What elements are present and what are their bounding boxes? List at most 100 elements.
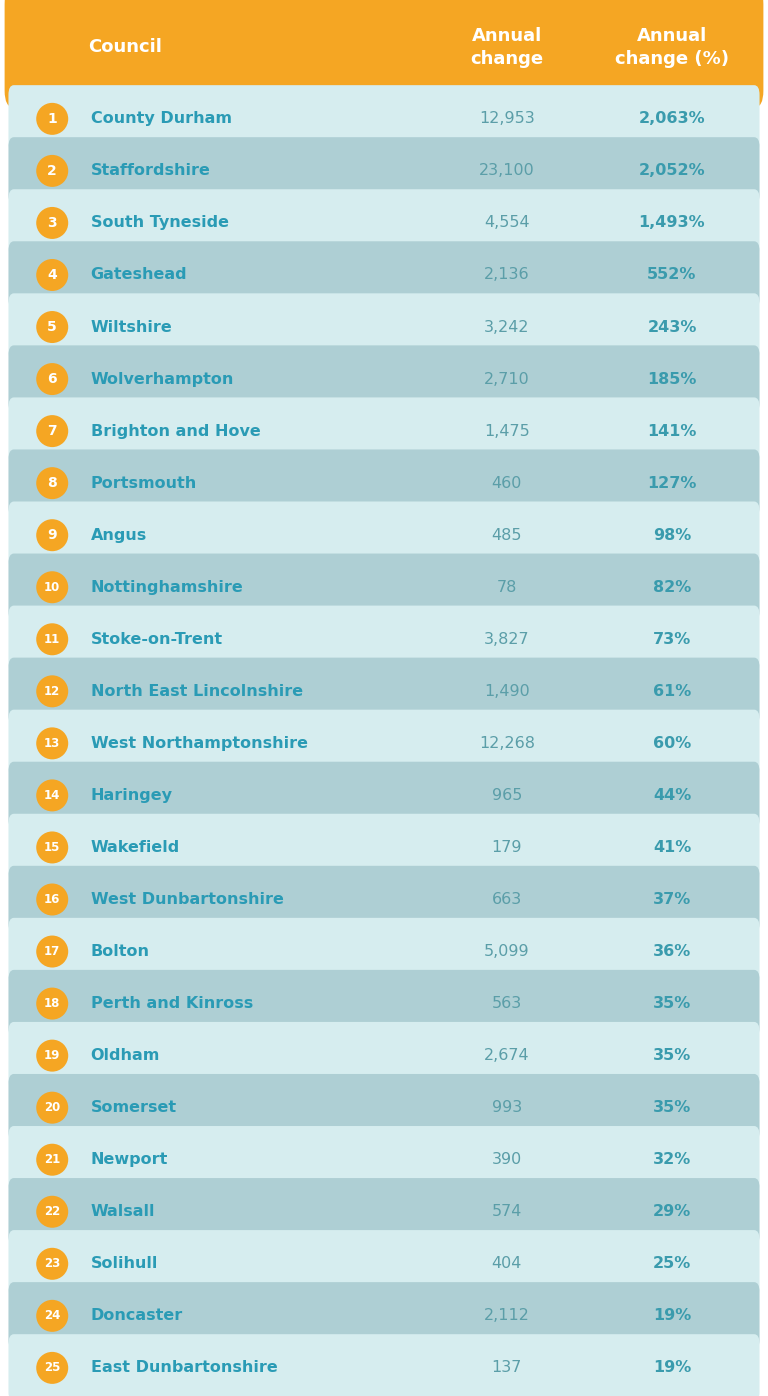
Ellipse shape bbox=[36, 884, 68, 916]
Text: 24: 24 bbox=[44, 1309, 61, 1322]
Text: 3: 3 bbox=[48, 216, 57, 230]
Text: 663: 663 bbox=[492, 892, 522, 907]
Text: 35%: 35% bbox=[653, 1100, 691, 1115]
Ellipse shape bbox=[36, 1196, 68, 1227]
Text: 5: 5 bbox=[48, 320, 57, 334]
Text: 35%: 35% bbox=[653, 1048, 691, 1064]
Text: Bolton: Bolton bbox=[91, 944, 150, 959]
FancyBboxPatch shape bbox=[8, 242, 760, 309]
Text: Stoke-on-Trent: Stoke-on-Trent bbox=[91, 632, 223, 646]
Text: 37%: 37% bbox=[653, 892, 691, 907]
FancyBboxPatch shape bbox=[8, 137, 760, 205]
Text: Perth and Kinross: Perth and Kinross bbox=[91, 997, 253, 1011]
Text: 12,953: 12,953 bbox=[479, 112, 535, 127]
Text: 552%: 552% bbox=[647, 268, 697, 282]
Text: Council: Council bbox=[88, 39, 162, 56]
FancyBboxPatch shape bbox=[8, 190, 760, 257]
Ellipse shape bbox=[36, 832, 68, 864]
Text: 7: 7 bbox=[48, 424, 57, 438]
Text: Annual
change (%): Annual change (%) bbox=[615, 28, 729, 67]
Text: 179: 179 bbox=[492, 840, 522, 854]
Text: Wolverhampton: Wolverhampton bbox=[91, 371, 234, 387]
Text: 61%: 61% bbox=[653, 684, 691, 699]
Text: Annual
change: Annual change bbox=[470, 28, 544, 67]
Text: 4: 4 bbox=[48, 268, 57, 282]
FancyBboxPatch shape bbox=[8, 970, 760, 1037]
Text: 78: 78 bbox=[497, 579, 517, 595]
Ellipse shape bbox=[36, 260, 68, 290]
Text: 1,475: 1,475 bbox=[484, 423, 530, 438]
Text: 2: 2 bbox=[48, 163, 57, 177]
Text: Walsall: Walsall bbox=[91, 1205, 155, 1219]
Text: Wakefield: Wakefield bbox=[91, 840, 180, 854]
FancyBboxPatch shape bbox=[8, 709, 760, 778]
Text: 15: 15 bbox=[44, 840, 61, 854]
Text: Portsmouth: Portsmouth bbox=[91, 476, 197, 490]
Ellipse shape bbox=[36, 571, 68, 603]
Text: 8: 8 bbox=[48, 476, 57, 490]
Text: 404: 404 bbox=[492, 1256, 522, 1272]
Ellipse shape bbox=[36, 1351, 68, 1383]
Ellipse shape bbox=[36, 1248, 68, 1280]
FancyBboxPatch shape bbox=[8, 345, 760, 413]
Text: 12: 12 bbox=[44, 685, 61, 698]
FancyBboxPatch shape bbox=[5, 0, 763, 107]
Text: 35%: 35% bbox=[653, 997, 691, 1011]
Text: South Tyneside: South Tyneside bbox=[91, 215, 229, 230]
Text: 5,099: 5,099 bbox=[484, 944, 530, 959]
Text: 60%: 60% bbox=[653, 736, 691, 751]
Text: 1,493%: 1,493% bbox=[639, 215, 705, 230]
Text: Angus: Angus bbox=[91, 528, 147, 543]
Ellipse shape bbox=[36, 1143, 68, 1175]
Text: East Dunbartonshire: East Dunbartonshire bbox=[91, 1360, 277, 1375]
FancyBboxPatch shape bbox=[8, 658, 760, 725]
FancyBboxPatch shape bbox=[8, 293, 760, 360]
Text: Brighton and Hove: Brighton and Hove bbox=[91, 423, 260, 438]
Text: West Dunbartonshire: West Dunbartonshire bbox=[91, 892, 283, 907]
Text: 14: 14 bbox=[44, 789, 61, 801]
Text: 993: 993 bbox=[492, 1100, 522, 1115]
Text: 460: 460 bbox=[492, 476, 522, 490]
Text: Solihull: Solihull bbox=[91, 1256, 158, 1272]
FancyBboxPatch shape bbox=[8, 1074, 760, 1142]
Text: 2,710: 2,710 bbox=[484, 371, 530, 387]
Ellipse shape bbox=[36, 363, 68, 395]
Text: Haringey: Haringey bbox=[91, 787, 173, 803]
Text: 41%: 41% bbox=[653, 840, 691, 854]
Text: 18: 18 bbox=[44, 997, 61, 1011]
Text: North East Lincolnshire: North East Lincolnshire bbox=[91, 684, 303, 699]
Text: 1,490: 1,490 bbox=[484, 684, 530, 699]
Text: 12,268: 12,268 bbox=[479, 736, 535, 751]
Text: 23,100: 23,100 bbox=[479, 163, 535, 179]
Text: 19%: 19% bbox=[653, 1360, 691, 1375]
Text: 2,052%: 2,052% bbox=[639, 163, 705, 179]
Text: 32%: 32% bbox=[653, 1152, 691, 1167]
Text: 21: 21 bbox=[44, 1153, 61, 1166]
FancyBboxPatch shape bbox=[8, 450, 760, 517]
FancyBboxPatch shape bbox=[8, 606, 760, 673]
Text: 127%: 127% bbox=[647, 476, 697, 490]
Text: 2,063%: 2,063% bbox=[639, 112, 705, 127]
FancyBboxPatch shape bbox=[8, 814, 760, 881]
Ellipse shape bbox=[36, 155, 68, 187]
Text: 19: 19 bbox=[44, 1050, 61, 1062]
Text: Doncaster: Doncaster bbox=[91, 1308, 183, 1323]
Ellipse shape bbox=[36, 935, 68, 967]
FancyBboxPatch shape bbox=[8, 1178, 760, 1245]
Text: Wiltshire: Wiltshire bbox=[91, 320, 172, 335]
Ellipse shape bbox=[36, 103, 68, 135]
Text: Nottinghamshire: Nottinghamshire bbox=[91, 579, 243, 595]
FancyBboxPatch shape bbox=[8, 1022, 760, 1089]
Text: County Durham: County Durham bbox=[91, 112, 232, 127]
Text: 137: 137 bbox=[492, 1360, 522, 1375]
Ellipse shape bbox=[36, 207, 68, 239]
Text: 4,554: 4,554 bbox=[484, 215, 530, 230]
Text: 2,674: 2,674 bbox=[484, 1048, 530, 1064]
Text: Somerset: Somerset bbox=[91, 1100, 177, 1115]
Text: 1: 1 bbox=[48, 112, 57, 126]
Text: 390: 390 bbox=[492, 1152, 522, 1167]
FancyBboxPatch shape bbox=[8, 866, 760, 933]
Text: 44%: 44% bbox=[653, 787, 691, 803]
Text: Newport: Newport bbox=[91, 1152, 168, 1167]
Text: 19%: 19% bbox=[653, 1308, 691, 1323]
